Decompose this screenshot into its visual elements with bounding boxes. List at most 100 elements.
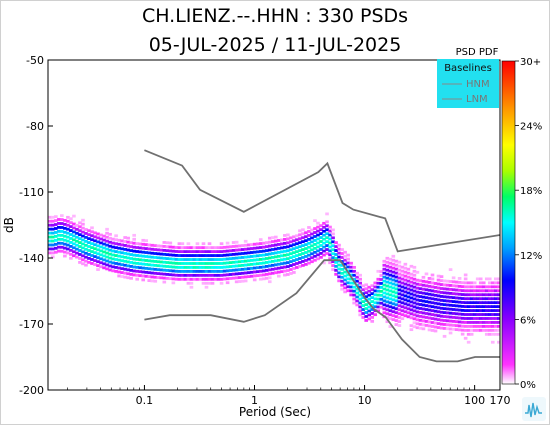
heatmap-cell xyxy=(267,252,272,256)
heatmap-cell xyxy=(322,225,326,229)
legend-title: Baselines xyxy=(444,63,492,74)
heatmap-cell xyxy=(165,269,170,272)
heatmap-cell xyxy=(448,295,453,299)
heatmap-cell xyxy=(283,269,287,273)
heatmap-cell xyxy=(301,252,305,255)
heatmap-cell xyxy=(496,321,500,324)
heatmap-cell xyxy=(421,327,426,331)
heatmap-cell xyxy=(207,262,212,265)
heatmap-cell xyxy=(234,252,239,256)
heatmap-cell xyxy=(325,252,329,255)
heatmap-cell xyxy=(78,245,82,248)
heatmap-cell xyxy=(228,277,233,280)
heatmap-cell xyxy=(331,236,335,240)
heatmap-cell xyxy=(111,249,115,253)
heatmap-cell xyxy=(246,259,251,263)
heatmap-cell xyxy=(54,223,58,226)
heatmap-cell xyxy=(484,321,489,324)
heatmap-cell xyxy=(409,276,414,280)
heatmap-cell xyxy=(207,277,212,281)
heatmap-cell xyxy=(81,254,85,258)
heatmap-cell xyxy=(370,319,375,323)
heatmap-cell xyxy=(364,291,369,295)
heatmap-cell xyxy=(316,233,320,237)
heatmap-cell xyxy=(237,276,242,279)
heatmap-cell xyxy=(156,260,161,264)
heatmap-cell xyxy=(84,263,88,267)
heatmap-cell xyxy=(448,299,453,303)
heatmap-cell xyxy=(264,276,269,280)
heatmap-cell xyxy=(406,275,411,279)
heatmap-cell xyxy=(340,256,344,259)
colorbar-tick-label: 12% xyxy=(520,251,542,262)
heatmap-cell xyxy=(219,254,224,257)
heatmap-cell xyxy=(219,258,224,261)
heatmap-cell xyxy=(409,264,414,268)
heatmap-cell xyxy=(385,320,390,324)
heatmap-cell xyxy=(421,303,426,307)
heatmap-cell xyxy=(391,314,396,318)
heatmap-cell xyxy=(72,242,76,246)
heatmap-cell xyxy=(186,266,191,269)
heatmap-cell xyxy=(391,302,396,306)
heatmap-cell xyxy=(391,286,396,290)
heatmap-cell xyxy=(481,313,486,316)
heatmap-cell xyxy=(283,273,287,277)
heatmap-cell xyxy=(270,236,275,240)
heatmap-cell xyxy=(195,266,200,269)
heatmap-cell xyxy=(463,328,468,332)
heatmap-cell xyxy=(87,257,91,260)
heatmap-cell xyxy=(406,295,411,299)
heatmap-cell xyxy=(261,269,266,273)
heatmap-cell xyxy=(280,238,284,242)
heatmap-cell xyxy=(51,251,55,255)
heatmap-cell xyxy=(334,272,338,276)
heatmap-cell xyxy=(240,260,245,263)
heatmap-cell xyxy=(201,270,206,273)
heatmap-cell xyxy=(370,304,375,307)
heatmap-cell xyxy=(298,241,302,245)
heatmap-cell xyxy=(69,237,73,240)
heatmap-cell xyxy=(364,307,369,310)
heatmap-cell xyxy=(255,250,260,254)
heatmap-cell xyxy=(177,250,182,253)
heatmap-cell xyxy=(397,304,402,308)
heatmap-cell xyxy=(445,279,450,283)
heatmap-cell xyxy=(481,297,486,301)
heatmap-cell xyxy=(460,332,465,336)
heatmap-cell xyxy=(400,273,405,277)
heatmap-cell xyxy=(54,250,58,254)
heatmap-cell xyxy=(156,248,161,252)
heatmap-cell xyxy=(427,320,432,324)
heatmap-cell xyxy=(192,262,197,265)
heatmap-cell xyxy=(391,274,396,278)
heatmap-cell xyxy=(343,262,347,266)
heatmap-cell xyxy=(451,280,456,284)
heatmap-cell xyxy=(177,270,182,273)
heatmap-cell xyxy=(267,276,272,280)
heatmap-cell xyxy=(463,281,468,285)
heatmap-cell xyxy=(385,284,390,288)
heatmap-cell xyxy=(370,308,375,311)
heatmap-cell xyxy=(469,332,474,336)
heatmap-cell xyxy=(412,325,417,329)
heatmap-cell xyxy=(231,276,236,280)
heatmap-cell xyxy=(72,222,76,226)
heatmap-cell xyxy=(325,228,329,232)
heatmap-cell xyxy=(252,274,257,278)
heatmap-cell xyxy=(355,299,359,303)
heatmap-cell xyxy=(72,230,76,234)
heatmap-cell xyxy=(385,300,390,304)
heatmap-cell xyxy=(334,257,338,260)
heatmap-cell xyxy=(346,285,350,289)
heatmap-cell xyxy=(307,234,311,237)
heatmap-cell xyxy=(472,281,477,285)
heatmap-cell xyxy=(159,248,164,252)
heatmap-cell xyxy=(469,325,474,328)
heatmap-cell xyxy=(292,263,296,266)
heatmap-cell xyxy=(394,283,399,287)
heatmap-cell xyxy=(274,239,278,243)
heatmap-cell xyxy=(418,299,423,302)
heatmap-cell xyxy=(57,218,61,221)
heatmap-cell xyxy=(448,303,453,307)
